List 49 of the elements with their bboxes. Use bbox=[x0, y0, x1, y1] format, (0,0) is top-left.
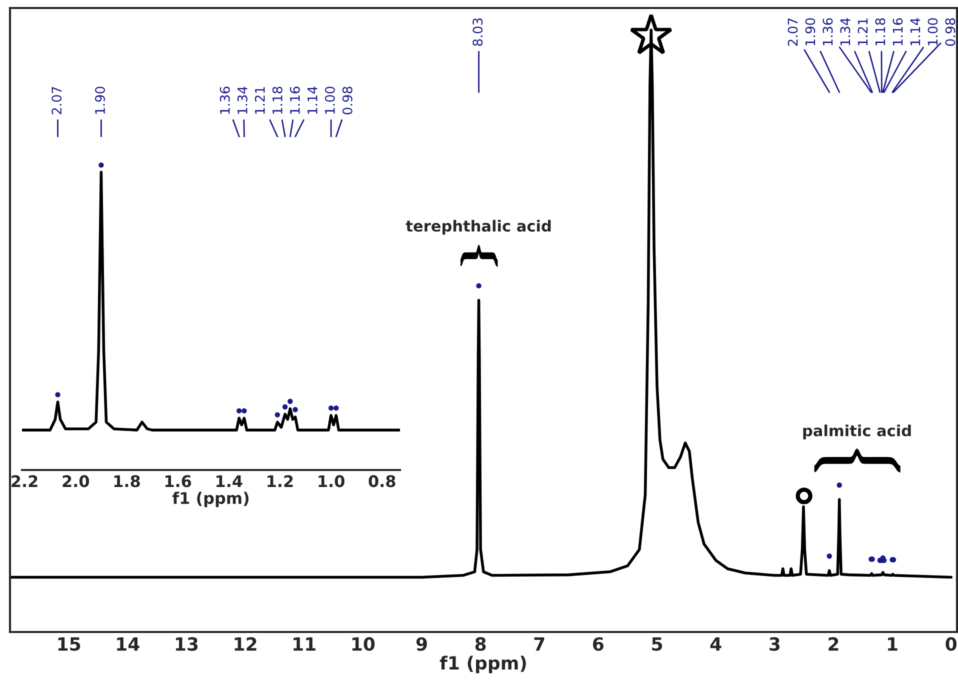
x-tick-label: 3 bbox=[770, 637, 780, 651]
annotation: 1.18 bbox=[272, 86, 282, 114]
x-tick-label: 8 bbox=[475, 637, 486, 651]
annotation: 1.90 bbox=[95, 86, 106, 114]
annotation: 1.00 bbox=[324, 86, 335, 114]
x-tick-label: 9 bbox=[416, 637, 427, 651]
x-tick-label: 5 bbox=[652, 637, 662, 651]
x-tick-label: 0.8 bbox=[368, 475, 396, 488]
x-tick-label: 0 bbox=[946, 637, 957, 651]
annotation: 8.03 bbox=[472, 18, 483, 46]
annotation: 1.36 bbox=[822, 18, 833, 46]
x-tick-label: 1.6 bbox=[165, 475, 192, 488]
x-tick-label: 11 bbox=[294, 637, 316, 651]
annotation: 0.98 bbox=[342, 86, 352, 114]
x-tick-label: 7 bbox=[534, 637, 544, 651]
x-tick-label: 10 bbox=[352, 637, 375, 651]
annotation: 1.21 bbox=[858, 18, 868, 46]
x-tick-label: 15 bbox=[58, 637, 80, 651]
annotation: 1.18 bbox=[875, 18, 886, 46]
x-tick-label: 12 bbox=[234, 637, 256, 651]
x-tick-label: 1.2 bbox=[268, 475, 293, 487]
annotation: 1.00 bbox=[928, 18, 938, 46]
annotation: 1.21 bbox=[254, 87, 265, 114]
annotation: 1.36 bbox=[220, 86, 230, 114]
annotation: 0.98 bbox=[945, 18, 956, 46]
annotation: 1.16 bbox=[290, 86, 300, 114]
x-tick-label: 2 bbox=[828, 637, 838, 651]
annotation: 2.07 bbox=[788, 18, 798, 46]
annotation: 1.90 bbox=[805, 18, 816, 46]
x-tick-label: 6 bbox=[593, 637, 604, 651]
x-tick-label: 1.4 bbox=[216, 475, 242, 487]
x-tick-label: 1.0 bbox=[318, 475, 344, 488]
x-tick-label: 14 bbox=[117, 637, 140, 651]
annotation: 1.34 bbox=[840, 18, 850, 46]
x-tick-label: 2.2 bbox=[12, 475, 38, 487]
x-tick-label: 4 bbox=[710, 637, 722, 651]
annotation: 1.14 bbox=[910, 18, 920, 46]
x-tick-label: 1 bbox=[888, 637, 898, 651]
x-axis-title: f1 (ppm) bbox=[172, 492, 248, 508]
x-tick-label: 13 bbox=[176, 637, 198, 651]
x-tick-label: 1.8 bbox=[114, 475, 140, 488]
annotation: terephthalic acid bbox=[406, 220, 551, 235]
annotation: 1.16 bbox=[892, 18, 903, 46]
x-tick-label: 2.0 bbox=[62, 475, 90, 488]
annotation: 1.14 bbox=[308, 86, 318, 114]
annotation: palmitic acid bbox=[803, 424, 911, 440]
annotation: 1.34 bbox=[237, 86, 248, 114]
x-axis-title: f1 (ppm) bbox=[440, 656, 526, 674]
annotation: 2.07 bbox=[52, 86, 62, 114]
